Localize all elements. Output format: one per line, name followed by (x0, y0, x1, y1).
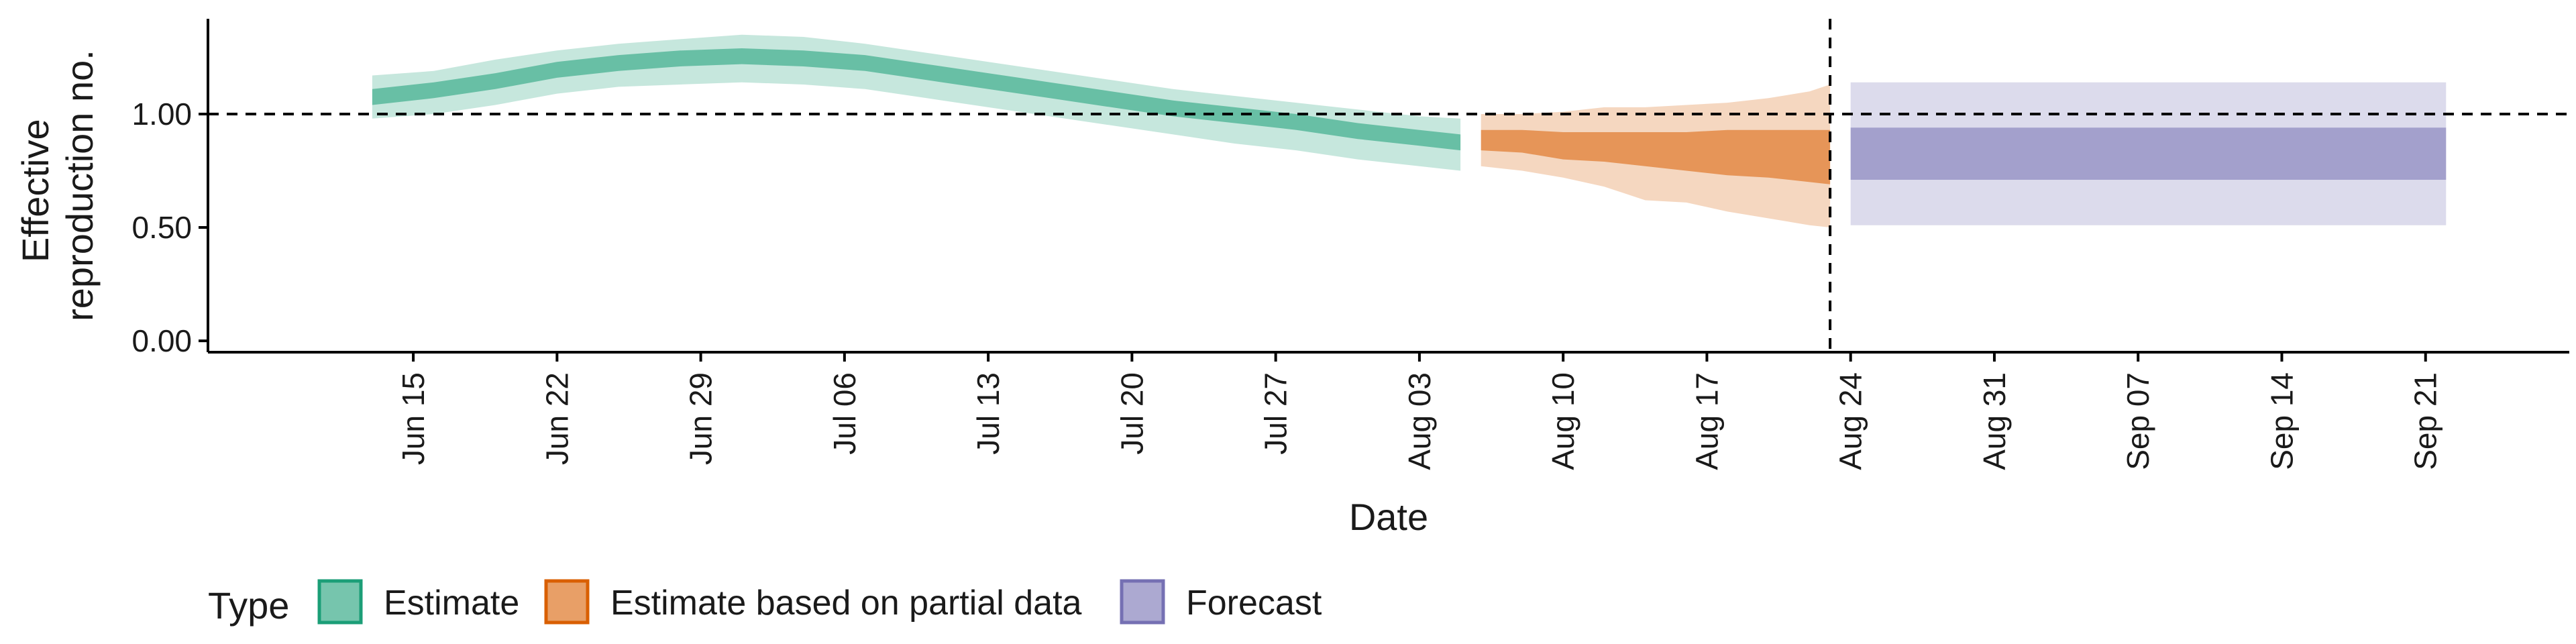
x-tick-label: Jul 06 (827, 372, 862, 455)
legend: Type Estimate Estimate based on partial d… (208, 579, 1322, 627)
legend-swatch-forecast (1120, 579, 1165, 625)
legend-items: Estimate Estimate based on partial data Fo… (317, 579, 1322, 625)
x-axis-ticks: Jun 15 Jun 22 Jun 29 Jul 06 Jul 13 Jul 20 Jul … (396, 352, 2443, 470)
y-tick-label: 0.50 (131, 210, 192, 245)
x-tick-label: Jun 29 (684, 372, 718, 465)
estimate-90-ribbon (372, 34, 1461, 171)
y-axis-title: Effective reproduction no. (14, 50, 101, 321)
x-tick-label: Sep 21 (2408, 372, 2443, 470)
x-tick-label: Jun 22 (539, 372, 574, 465)
legend-swatch-estimate-based-on-partial-data (544, 579, 590, 625)
axes-layer (207, 19, 2569, 354)
x-tick-label: Jun 15 (396, 372, 431, 465)
y-tick-label: 0.00 (131, 323, 192, 358)
forecast-50-ribbon (1850, 127, 2447, 180)
y-axis-ticks: 0.00 0.50 1.00 (131, 97, 208, 358)
x-tick-label: Aug 31 (1977, 372, 2012, 470)
x-tick-label: Aug 10 (1546, 372, 1580, 470)
x-tick-label: Jul 13 (971, 372, 1006, 455)
ribbons-layer (372, 34, 2447, 227)
estimate-50-ribbon (372, 48, 1461, 151)
y-axis-title-line-2: reproduction no. (58, 50, 101, 321)
legend-title: Type (208, 584, 289, 627)
x-tick-label: Sep 07 (2121, 372, 2155, 470)
x-tick-label: Aug 17 (1689, 372, 1724, 470)
x-tick-label: Jul 27 (1258, 372, 1293, 455)
estimate-based-on-partial-data-50-ribbon (1481, 129, 1831, 184)
legend-label-forecast: Forecast (1186, 584, 1322, 623)
x-tick-label: Aug 03 (1402, 372, 1437, 470)
legend-label-estimate-based-on-partial-data: Estimate based on partial data (610, 584, 1082, 623)
x-tick-label: Aug 24 (1833, 372, 1868, 470)
y-axis-title-line-1: Effective (14, 119, 56, 262)
x-axis-title: Date (1349, 496, 1428, 538)
legend-label-estimate: Estimate (384, 584, 519, 623)
x-tick-label: Sep 14 (2265, 372, 2300, 470)
y-tick-label: 1.00 (131, 97, 192, 131)
x-tick-label: Jul 20 (1114, 372, 1149, 455)
legend-swatch-estimate (317, 579, 363, 625)
